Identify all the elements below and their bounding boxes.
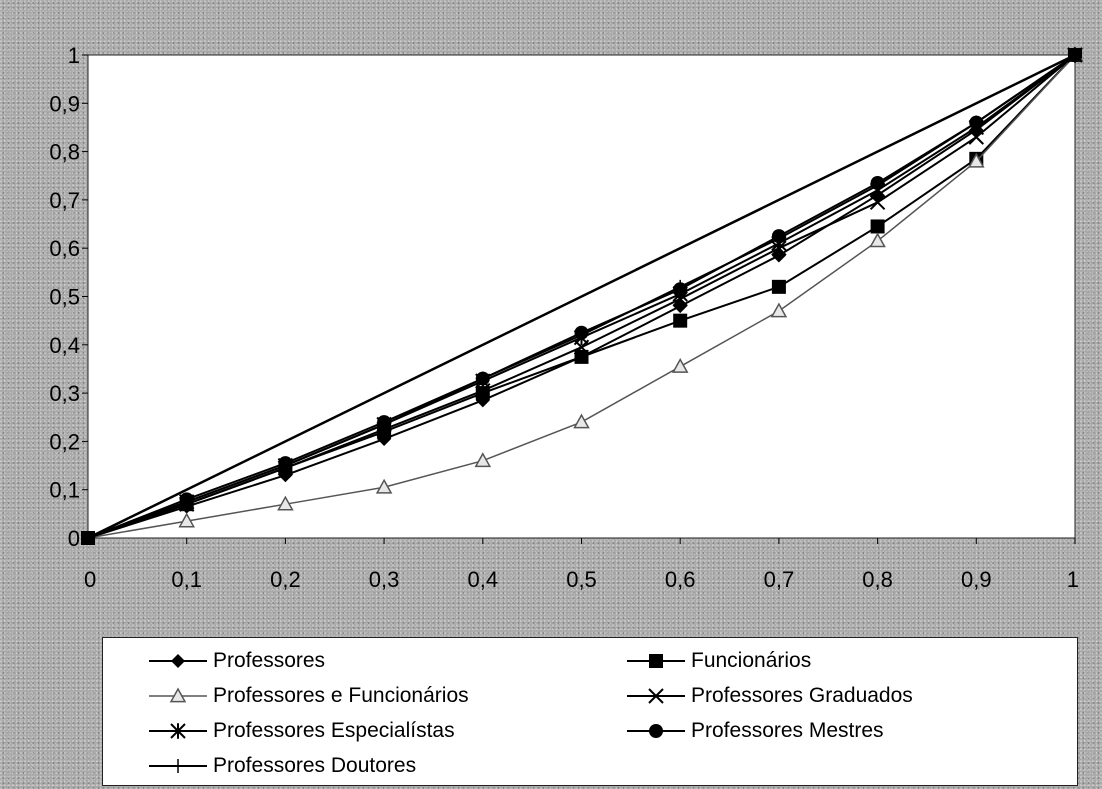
data-point — [475, 371, 490, 386]
y-tick-label: 0,8 — [49, 140, 80, 165]
y-tick-label: 1 — [68, 43, 80, 68]
y-tick-label: 0,9 — [49, 91, 80, 116]
data-point — [277, 495, 294, 511]
data-point — [1068, 48, 1082, 62]
legend-symbol — [149, 723, 207, 739]
legend-symbol — [627, 724, 685, 738]
legend-symbol — [627, 654, 685, 668]
y-tick-label: 0 — [68, 526, 80, 551]
data-point — [869, 232, 886, 248]
data-point — [771, 279, 786, 294]
legend-marker — [649, 654, 663, 668]
data-point — [574, 349, 589, 364]
legend-symbol — [149, 687, 207, 703]
legend-marker — [169, 687, 187, 703]
y-tick-label: 0,7 — [49, 188, 80, 213]
x-tick-label: 0,3 — [369, 567, 400, 592]
data-point — [574, 328, 589, 343]
y-tick-label: 0,2 — [49, 429, 80, 454]
y-tick-label: 0,5 — [49, 285, 80, 310]
equality-line-path — [87, 53, 1076, 540]
y-tick-label: 0,6 — [49, 236, 80, 261]
legend-symbol — [149, 759, 207, 773]
legend: Professores Funcionários Professores e Fun… — [102, 637, 1078, 786]
data-point — [869, 194, 886, 211]
legend-marker — [170, 723, 186, 739]
y-tick-label: 0,3 — [49, 381, 80, 406]
data-point — [969, 115, 984, 130]
legend-marker — [171, 654, 185, 668]
x-tick-label: 0,7 — [764, 567, 795, 592]
x-tick-label: 0,5 — [566, 567, 597, 592]
equality-line — [87, 53, 1076, 540]
data-point — [671, 357, 689, 373]
data-point — [770, 302, 788, 318]
series-7 — [87, 48, 1082, 539]
data-point — [870, 178, 885, 193]
x-tick-label: 0,8 — [862, 567, 893, 592]
legend-item: Professores e Funcionários — [147, 681, 469, 711]
data-point — [673, 313, 688, 328]
data-point — [377, 417, 392, 432]
data-point — [573, 413, 590, 429]
data-point — [179, 494, 194, 509]
legend-item: Professores Especialístas — [147, 716, 455, 746]
legend-label: Professores Graduados — [691, 684, 913, 707]
data-point — [771, 231, 786, 246]
y-tick-label: 0,1 — [49, 478, 80, 503]
data-point — [968, 152, 985, 168]
x-axis-ticks: 0 0,1 0,2 0,3 0,4 0,5 0,6 0,7 0,8 0,9 1 — [84, 538, 1079, 592]
x-tick-label: 0 — [84, 567, 96, 592]
x-tick-label: 0,1 — [171, 567, 202, 592]
data-point — [178, 512, 195, 528]
legend-marker — [171, 759, 185, 773]
legend-item: Professores Mestres — [625, 716, 884, 746]
legend-label: Professores Especialístas — [213, 719, 455, 742]
x-tick-label: 0,6 — [665, 567, 696, 592]
y-axis-ticks: 0 0,1 0,2 0,3 0,4 0,5 0,6 0,7 0,8 0,9 1 — [49, 43, 88, 551]
legend-label: Funcionários — [691, 649, 812, 672]
x-tick-label: 0,9 — [961, 567, 992, 592]
x-tick-label: 0,4 — [468, 567, 499, 592]
data-point — [673, 279, 688, 294]
legend-label: Professores e Funcionários — [213, 684, 469, 707]
series-group — [81, 46, 1084, 545]
legend-item: Funcionários — [625, 646, 811, 676]
legend-label: Professores — [213, 649, 326, 672]
x-tick-label: 0,2 — [270, 567, 301, 592]
legend-marker — [649, 724, 663, 738]
legend-symbol — [627, 688, 685, 704]
data-point — [870, 219, 885, 234]
data-point — [474, 452, 492, 468]
legend-item: Professores — [147, 646, 325, 676]
data-point — [375, 478, 393, 494]
legend-label: Professores Doutores — [213, 754, 417, 777]
y-tick-label: 0,4 — [49, 333, 80, 358]
legend-marker — [648, 688, 664, 704]
legend-item: Professores Graduados — [625, 681, 913, 711]
x-tick-label: 1 — [1067, 567, 1079, 592]
legend-label: Professores Mestres — [691, 719, 884, 742]
legend-symbol — [149, 654, 207, 668]
data-point — [278, 458, 293, 473]
legend-item: Professores Doutores — [147, 751, 416, 781]
